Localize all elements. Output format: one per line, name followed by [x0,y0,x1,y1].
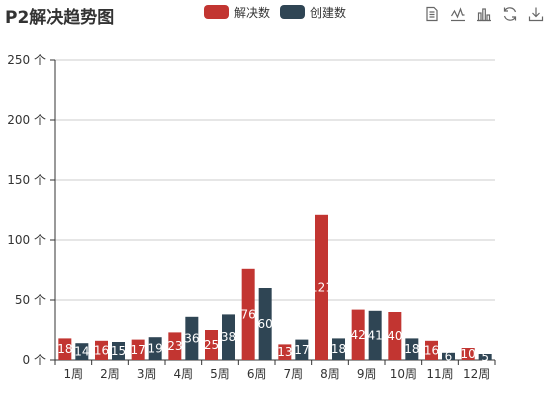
bar-created [222,314,235,360]
data-label: 18 [57,342,72,356]
data-label: 36 [184,331,199,345]
bar-created [75,343,89,360]
bar-resolved [131,339,145,360]
bar-created [258,288,272,360]
bar-resolved [388,312,402,360]
data-label: 121 [310,280,333,294]
y-tick-label: 100 个 [7,233,46,247]
bar-resolved [425,340,438,360]
bar-resolved [315,214,328,360]
data-label: 38 [221,330,236,344]
x-tick-label: 9周 [357,367,377,381]
bar-resolved [95,340,108,360]
data-label: 10 [461,347,476,361]
bar-chart-icon[interactable] [476,6,492,22]
x-tick-label: 1周 [64,367,84,381]
chart-title: P2解决趋势图 [5,8,115,28]
data-label: 6 [445,349,453,363]
data-label: 41 [368,328,383,342]
y-tick-label: 200 个 [7,113,46,127]
data-label: 14 [74,345,89,359]
data-label: 13 [277,345,292,359]
bar-created [478,354,492,360]
x-tick-label: 11周 [426,367,453,381]
legend-swatch-created [280,5,306,19]
data-label: 17 [294,343,309,357]
data-label: 15 [111,344,126,358]
bar-resolved [58,338,72,360]
bar-created [405,338,419,360]
data-label: 25 [204,338,219,352]
x-tick-label: 5周 [210,367,230,381]
legend-swatch-resolved [204,5,229,19]
x-tick-label: 2周 [100,367,120,381]
data-label: 40 [387,329,402,343]
legend-label-created: 创建数 [310,5,347,20]
bar-created [112,342,125,360]
toolbox [424,6,550,22]
y-tick-label: 250 个 [7,53,46,67]
x-tick-label: 3周 [137,367,157,381]
data-label: 76 [241,307,256,321]
bar-resolved [205,330,218,360]
bar-created [368,310,382,360]
data-label: 16 [424,343,439,357]
data-view-icon[interactable] [424,6,440,22]
bar-created [185,316,199,360]
bar-resolved [168,332,182,360]
x-tick-label: 6周 [247,367,267,381]
bar-created [442,352,455,360]
bar-created [295,339,309,360]
y-tick-label: 0 个 [23,353,46,367]
x-tick-label: 8周 [320,367,340,381]
legend-item-created[interactable]: 创建数 [280,4,346,21]
restore-icon[interactable] [502,6,518,22]
line-chart-icon[interactable] [450,6,466,22]
bar-resolved [461,348,475,360]
data-label: 60 [258,317,273,331]
data-label: 17 [131,343,146,357]
x-tick-label: 7周 [284,367,304,381]
data-label: 23 [167,339,182,353]
save-image-icon[interactable] [528,6,544,22]
x-tick-label: 4周 [174,367,194,381]
bar-resolved [278,344,292,360]
legend-label-resolved: 解决数 [234,5,271,20]
x-tick-label: 10周 [390,367,417,381]
bar-created [148,337,162,360]
data-label: 18 [404,342,419,356]
data-label: 19 [148,342,163,356]
y-tick-label: 150 个 [7,173,46,187]
legend-item-resolved[interactable]: 解决数 [204,4,270,21]
legend: 解决数 创建数 [204,4,356,20]
bar-resolved [351,309,365,360]
bar-resolved [241,268,255,360]
data-label: 16 [94,343,109,357]
data-label: 18 [331,342,346,356]
x-tick-label: 12周 [463,367,490,381]
bar-created [332,338,345,360]
y-tick-label: 50 个 [15,293,46,307]
data-label: 5 [481,350,489,364]
data-label: 42 [351,328,366,342]
